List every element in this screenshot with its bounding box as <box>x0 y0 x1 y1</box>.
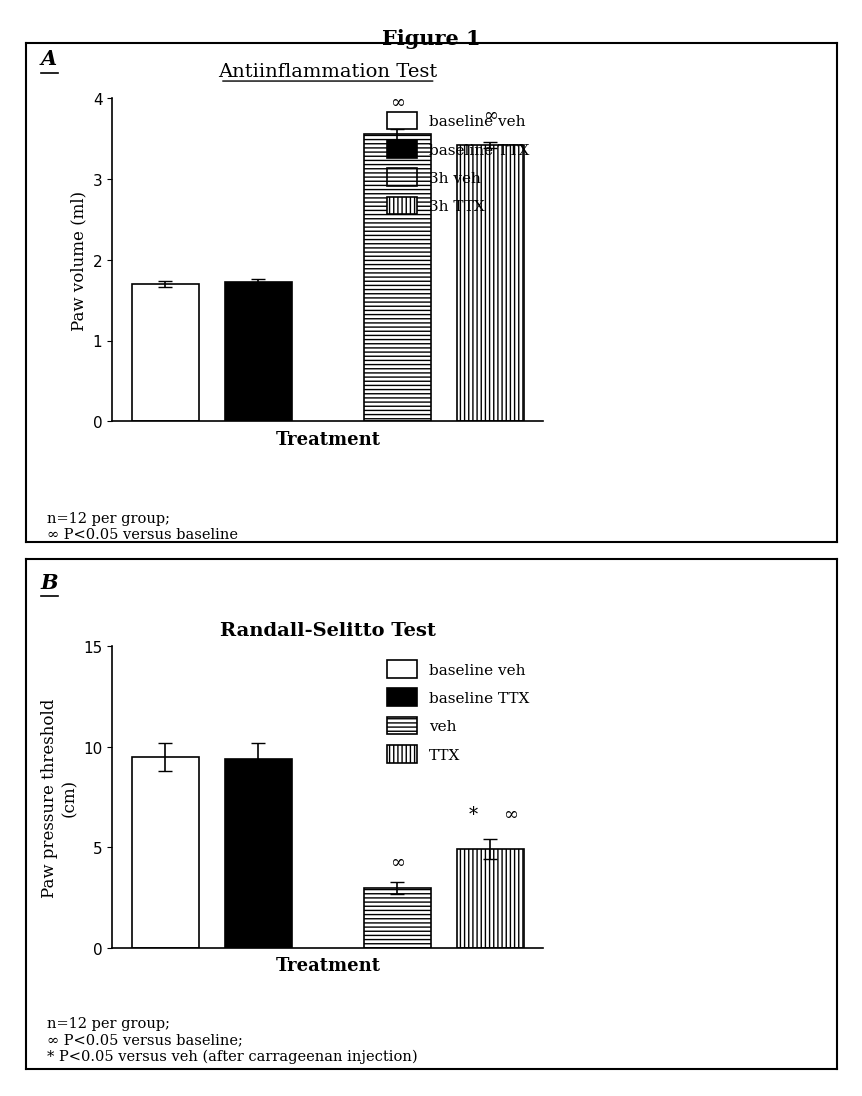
Bar <box>132 285 198 422</box>
Text: A: A <box>41 49 57 69</box>
Y-axis label: Paw pressure threshold
(cm): Paw pressure threshold (cm) <box>41 698 78 897</box>
Legend: baseline veh, baseline TTX, 3h veh, 3h TTX: baseline veh, baseline TTX, 3h veh, 3h T… <box>380 106 535 221</box>
Legend: baseline veh, baseline TTX, veh, TTX: baseline veh, baseline TTX, veh, TTX <box>380 654 535 769</box>
Bar <box>364 888 431 948</box>
Text: n=12 per group;
∞ P<0.05 versus baseline;
* P<0.05 versus veh (after carrageenan: n=12 per group; ∞ P<0.05 versus baseline… <box>47 1016 418 1063</box>
Bar <box>457 146 523 422</box>
Bar <box>457 849 523 948</box>
Text: ∞: ∞ <box>390 93 404 112</box>
Bar <box>224 283 291 422</box>
Y-axis label: Paw volume (ml): Paw volume (ml) <box>70 191 87 330</box>
Text: ∞: ∞ <box>503 806 518 823</box>
Text: Figure 1: Figure 1 <box>382 28 480 48</box>
Text: ∞: ∞ <box>390 854 404 871</box>
Text: *: * <box>469 806 478 823</box>
X-axis label: Treatment: Treatment <box>275 957 380 974</box>
Text: B: B <box>41 572 58 592</box>
X-axis label: Treatment: Treatment <box>275 431 380 448</box>
Title: Randall-Selitto Test: Randall-Selitto Test <box>220 621 435 640</box>
Bar <box>224 760 291 948</box>
Bar <box>132 757 198 948</box>
Text: Antiinflammation Test: Antiinflammation Test <box>218 62 437 81</box>
Bar <box>364 135 431 422</box>
Text: n=12 per group;
∞ P<0.05 versus baseline: n=12 per group; ∞ P<0.05 versus baseline <box>47 512 238 543</box>
Text: ∞: ∞ <box>483 106 497 125</box>
